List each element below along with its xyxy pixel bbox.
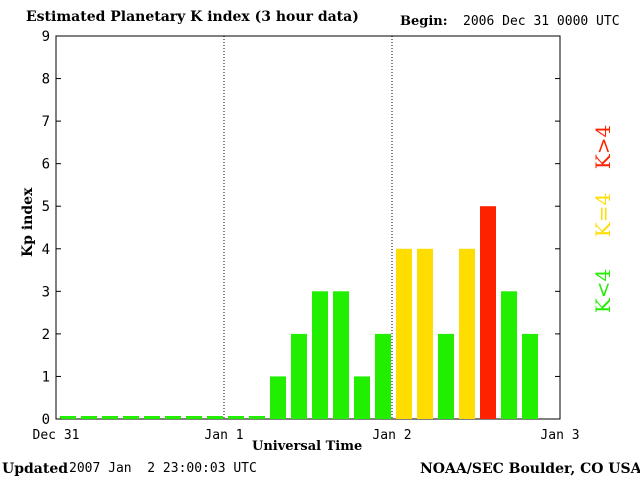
y-tick-label-0: 0	[42, 412, 50, 428]
y-tick-label-8: 8	[42, 72, 50, 88]
day-dividers	[223, 36, 393, 419]
legend-low: K<4	[591, 268, 615, 314]
kp-bar-14	[354, 376, 370, 419]
y-tick-label-7: 7	[42, 114, 50, 130]
chart-title: Estimated Planetary K index (3 hour data…	[26, 9, 359, 25]
x-tick-label-2: Jan 2	[372, 428, 411, 443]
y-axis-label: Kp index	[20, 187, 36, 257]
y-tick-label-5: 5	[42, 199, 50, 215]
y-tick-label-3: 3	[42, 284, 50, 300]
y-tick-label-4: 4	[42, 242, 50, 258]
legend-equal: K=4	[591, 192, 615, 238]
kp-bar-4	[144, 416, 160, 419]
y-tick-label-2: 2	[42, 327, 50, 343]
x-axis-label: Universal Time	[252, 439, 363, 454]
begin-value: 2006 Dec 31 0000 UTC	[463, 14, 620, 29]
legend-high: K>4	[591, 124, 615, 170]
kp-bar-22	[522, 333, 538, 419]
kp-bar-17	[417, 248, 433, 419]
kp-bar-3	[123, 416, 139, 419]
kp-bar-2	[102, 416, 118, 419]
kp-bar-10	[270, 376, 286, 419]
bar-series	[60, 206, 538, 419]
kp-bar-20	[480, 206, 496, 419]
y-tick-label-6: 6	[42, 157, 50, 173]
source-credit: NOAA/SEC Boulder, CO USA	[420, 461, 640, 477]
y-tick-label-1: 1	[42, 369, 50, 385]
y-axis-ticks: 0 1 2 3 4 5 6 7 8 9	[42, 29, 560, 428]
kp-bar-13	[333, 291, 349, 419]
kp-bar-16	[396, 248, 412, 419]
kp-bar-19	[459, 248, 475, 419]
kp-bar-18	[438, 333, 454, 419]
y-tick-label-9: 9	[42, 29, 50, 45]
kp-bar-1	[81, 416, 97, 419]
updated-value: 2007 Jan 2 23:00:03 UTC	[69, 461, 257, 476]
x-tick-label-0: Dec 31	[33, 428, 80, 443]
kp-bar-5	[165, 416, 181, 419]
begin-label: Begin:	[400, 14, 448, 29]
updated-label: Updated	[2, 461, 69, 477]
x-axis-ticks: Dec 31 Jan 1 Jan 2 Jan 3	[33, 428, 580, 443]
kp-bar-12	[312, 291, 328, 419]
kp-bar-8	[228, 416, 244, 419]
kp-bar-7	[207, 416, 223, 419]
kp-bar-21	[501, 291, 517, 419]
kp-bar-11	[291, 333, 307, 419]
kp-bar-6	[186, 416, 202, 419]
x-tick-label-3: Jan 3	[540, 428, 579, 443]
x-tick-label-1: Jan 1	[204, 428, 243, 443]
kp-bar-15	[375, 333, 391, 419]
kp-bar-9	[249, 416, 265, 419]
plot-area-frame	[55, 35, 561, 420]
kp-bar-0	[60, 416, 76, 419]
